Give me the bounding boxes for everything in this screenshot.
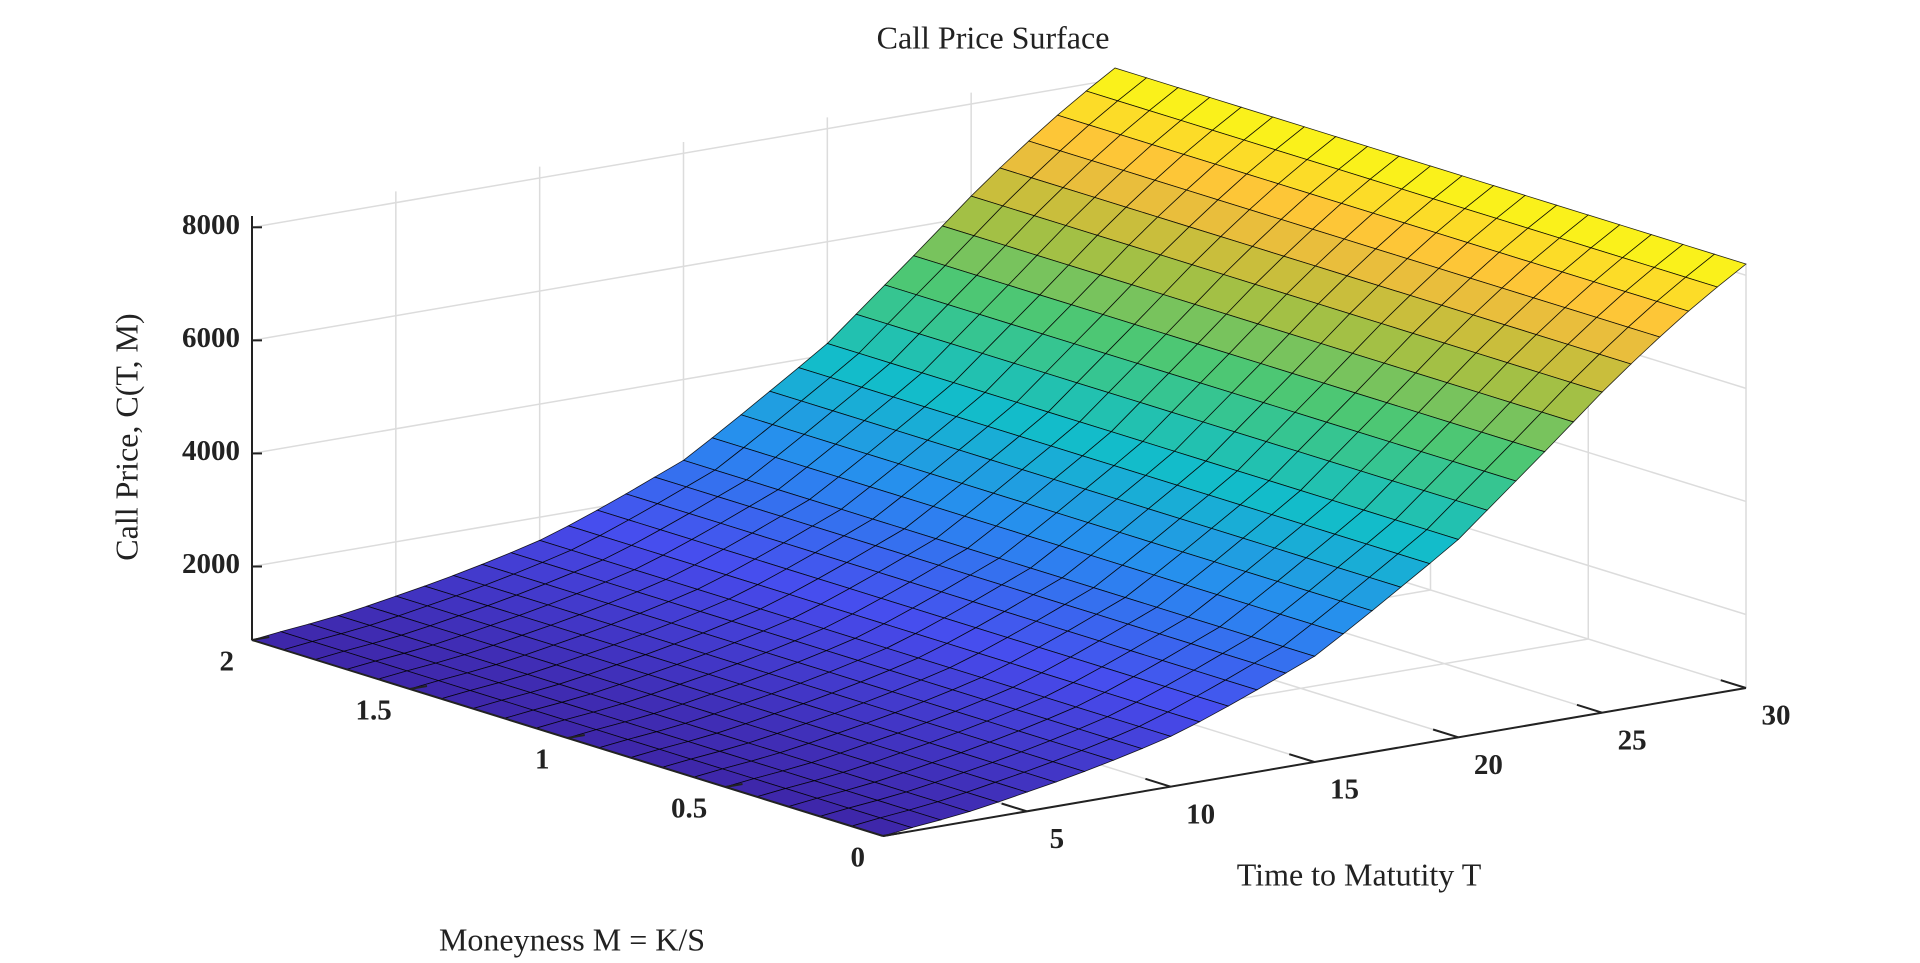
chart-title: Call Price Surface <box>877 19 1110 55</box>
y-tick-label: 2 <box>220 646 235 678</box>
x-tick <box>1288 753 1315 763</box>
z-tick-label: 6000 <box>182 322 240 354</box>
x-tick-label: 20 <box>1474 749 1503 781</box>
z-tick-label: 8000 <box>182 209 240 241</box>
z-axis-label: Call Price, C(T, M) <box>108 313 144 560</box>
x-axis-label: Time to Matutity T <box>1237 856 1482 892</box>
x-tick-label: 5 <box>1050 823 1065 855</box>
wall-grid-line <box>251 78 1116 229</box>
y-tick-label: 0 <box>851 842 866 874</box>
y-tick <box>251 636 270 641</box>
y-tick <box>725 783 743 788</box>
x-tick <box>1720 679 1747 689</box>
z-tick-label: 4000 <box>182 435 240 467</box>
y-tick <box>409 685 428 690</box>
y-tick-label: 1 <box>535 744 550 776</box>
y-axis-label: Moneyness M = K/S <box>439 921 705 957</box>
x-tick-label: 10 <box>1186 798 1215 830</box>
x-tick-label: 30 <box>1762 700 1791 732</box>
x-tick-label: 25 <box>1618 724 1647 756</box>
x-tick-label: 15 <box>1330 774 1359 806</box>
x-tick <box>1432 728 1459 739</box>
y-tick-label: 1.5 <box>356 695 392 727</box>
x-tick <box>1001 802 1028 813</box>
y-tick <box>882 832 901 837</box>
x-tick <box>1145 777 1171 788</box>
y-tick-label: 0.5 <box>671 793 707 825</box>
z-tick-label: 2000 <box>182 548 240 580</box>
x-tick <box>1576 703 1603 714</box>
y-tick <box>567 734 585 739</box>
